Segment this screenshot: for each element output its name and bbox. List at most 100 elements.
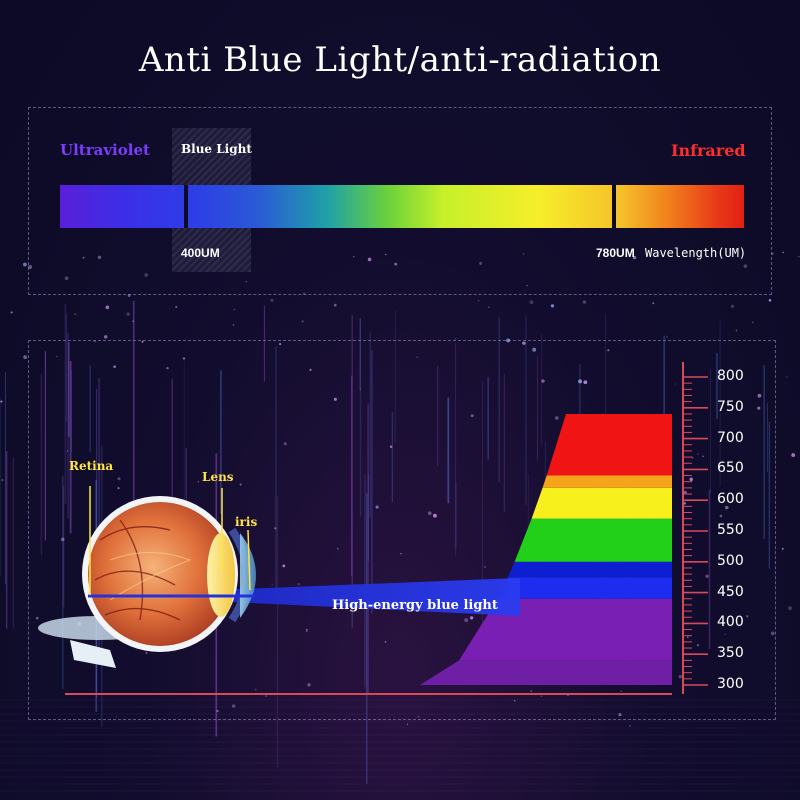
star-dot bbox=[735, 329, 738, 332]
star-dot bbox=[233, 308, 236, 311]
star-dot bbox=[689, 477, 693, 482]
star-dot bbox=[400, 552, 402, 555]
star-dot bbox=[530, 690, 532, 692]
iris-label: iris bbox=[235, 515, 258, 529]
star-dot bbox=[683, 490, 687, 495]
star-dot bbox=[583, 380, 588, 385]
star-dot bbox=[416, 356, 418, 359]
star-dot bbox=[64, 276, 69, 280]
star-dot bbox=[141, 340, 144, 343]
star-dot bbox=[56, 355, 58, 358]
marker-780-label: 780UM bbox=[596, 246, 635, 260]
star-dot bbox=[464, 618, 469, 623]
blue-light-beam bbox=[88, 578, 520, 616]
axis-tick-label: 700 bbox=[717, 429, 744, 446]
star-dot bbox=[353, 256, 355, 258]
star-dot bbox=[333, 303, 337, 307]
star-dot bbox=[216, 709, 219, 713]
star-dot bbox=[115, 716, 118, 718]
star-dot bbox=[719, 514, 723, 518]
star-dot bbox=[367, 257, 372, 262]
star-dot bbox=[279, 343, 282, 346]
star-dot bbox=[578, 379, 583, 384]
star-dot bbox=[798, 256, 800, 258]
star-dot bbox=[182, 357, 186, 360]
star-dot bbox=[770, 631, 775, 636]
star-dot bbox=[781, 547, 784, 550]
star-dot bbox=[514, 700, 516, 702]
star-dot bbox=[487, 306, 490, 309]
star-dot bbox=[270, 298, 274, 302]
marker-780-tick bbox=[612, 185, 616, 228]
star-dot bbox=[23, 262, 27, 267]
star-dot bbox=[271, 583, 273, 585]
star-dot bbox=[254, 688, 257, 691]
star-dot bbox=[97, 255, 102, 260]
star-dot bbox=[788, 606, 792, 611]
spectrum-panel bbox=[28, 107, 772, 295]
star-dot bbox=[666, 336, 669, 338]
star-dot bbox=[60, 537, 65, 542]
star-dot bbox=[541, 379, 545, 383]
star-dot bbox=[768, 299, 772, 302]
star-dot bbox=[674, 383, 676, 385]
axis-tick-label: 600 bbox=[717, 491, 744, 508]
star-dot bbox=[751, 321, 754, 324]
eye-diagram-panel bbox=[28, 340, 776, 720]
star-dot bbox=[746, 615, 749, 618]
star-dot bbox=[0, 400, 3, 403]
star-dot bbox=[1, 479, 4, 482]
star-dot bbox=[629, 725, 631, 727]
star-dot bbox=[470, 616, 474, 620]
star-dot bbox=[274, 527, 277, 530]
star-dot bbox=[743, 264, 748, 268]
star-dot bbox=[126, 312, 130, 316]
star-dot bbox=[730, 304, 735, 308]
star-dot bbox=[117, 487, 120, 490]
wavelength-band bbox=[546, 413, 672, 476]
star-dot bbox=[301, 320, 304, 323]
star-dot bbox=[309, 368, 312, 371]
star-dot bbox=[786, 376, 788, 378]
star-dot bbox=[529, 300, 534, 305]
star-dot bbox=[652, 302, 655, 305]
star-dot bbox=[10, 311, 13, 314]
wavelength-axis-ticks bbox=[683, 376, 708, 686]
star-dot bbox=[632, 255, 637, 260]
star-dot bbox=[394, 262, 398, 266]
star-dot bbox=[470, 414, 474, 418]
star-dot bbox=[144, 273, 149, 277]
star-dot bbox=[724, 505, 729, 510]
wavelength-band bbox=[497, 577, 672, 599]
star-dot bbox=[384, 253, 387, 256]
star-dot bbox=[427, 511, 432, 516]
star-dot bbox=[117, 477, 121, 481]
star-dot bbox=[375, 505, 379, 509]
wavelength-band bbox=[514, 518, 672, 562]
star-dot bbox=[333, 397, 337, 401]
retina-label: Retina bbox=[69, 459, 114, 473]
marker-400-tick bbox=[184, 185, 188, 228]
star-dot bbox=[582, 300, 587, 304]
star-dot bbox=[522, 341, 526, 345]
axis-tick-label: 550 bbox=[717, 522, 744, 538]
wavelength-bands bbox=[420, 413, 672, 685]
star-dot bbox=[433, 513, 437, 518]
spectrum-bar bbox=[60, 185, 744, 228]
star-dot bbox=[113, 365, 116, 368]
star-dot bbox=[705, 574, 709, 578]
star-dot bbox=[757, 393, 762, 398]
star-dot bbox=[67, 450, 69, 452]
star-dot bbox=[197, 481, 200, 483]
star-dot bbox=[82, 256, 85, 259]
star-dot bbox=[540, 695, 543, 697]
star-dot bbox=[384, 641, 387, 643]
axis-tick-label: 450 bbox=[717, 583, 744, 600]
marker-400-label: 400UM bbox=[181, 246, 220, 260]
page-title: Anti Blue Light/anti-radiation bbox=[138, 40, 662, 80]
axis-tick-label: 650 bbox=[717, 460, 744, 477]
star-dot bbox=[757, 406, 761, 410]
star-dot bbox=[618, 713, 622, 717]
star-dot bbox=[620, 690, 622, 693]
star-dot bbox=[245, 280, 248, 283]
